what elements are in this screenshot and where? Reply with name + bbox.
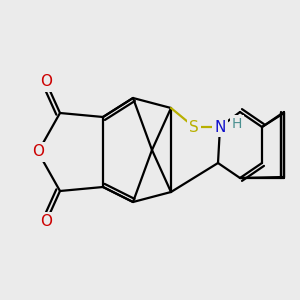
Text: O: O: [32, 145, 44, 160]
Text: O: O: [40, 214, 52, 230]
Text: N: N: [214, 119, 226, 134]
Text: O: O: [40, 74, 52, 89]
Text: H: H: [232, 117, 242, 131]
Text: S: S: [189, 119, 199, 134]
